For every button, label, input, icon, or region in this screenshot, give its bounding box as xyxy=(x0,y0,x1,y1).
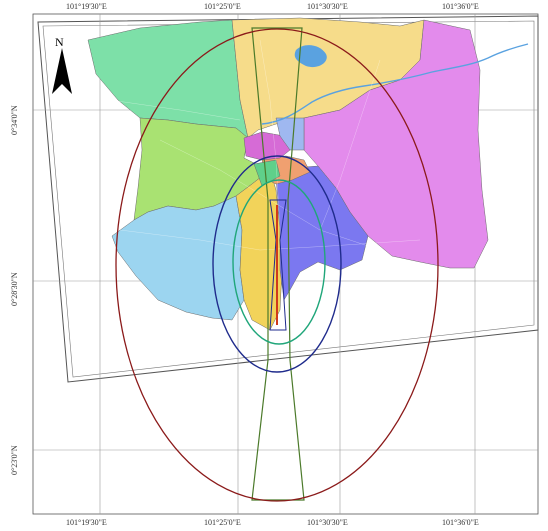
middle-ellipse xyxy=(212,155,342,373)
inset-sheet-frame xyxy=(37,15,539,383)
region-magenta xyxy=(243,131,291,161)
left-label-1: 0°34'0"N xyxy=(10,105,19,135)
inset-sheet-frame-inner xyxy=(42,20,535,378)
river xyxy=(261,43,529,125)
bottom-label-2: 101°25'0"E xyxy=(204,518,241,527)
top-label-1: 101°19'30"E xyxy=(66,2,107,11)
approach-surface-trapezoid xyxy=(251,27,305,501)
bottom-label-3: 101°30'30"E xyxy=(307,518,348,527)
left-label-2: 0°28'30"N xyxy=(10,272,19,306)
bottom-label-4: 101°36'0"E xyxy=(442,518,479,527)
region-core-blue xyxy=(275,117,305,151)
outer-ellipse xyxy=(115,28,439,502)
left-label-3: 0°23'0"N xyxy=(10,445,19,475)
top-label-2: 101°25'0"E xyxy=(204,2,241,11)
north-arrow-icon xyxy=(52,48,72,94)
region-core-green xyxy=(253,159,281,187)
top-label-4: 101°36'0"E xyxy=(442,2,479,11)
north-label: N xyxy=(55,35,64,49)
top-label-3: 101°30'30"E xyxy=(307,2,348,11)
inner-ellipse xyxy=(232,179,326,345)
administrative-regions xyxy=(87,17,489,331)
lake xyxy=(294,45,327,68)
bottom-label-1: 101°19'30"E xyxy=(66,518,107,527)
